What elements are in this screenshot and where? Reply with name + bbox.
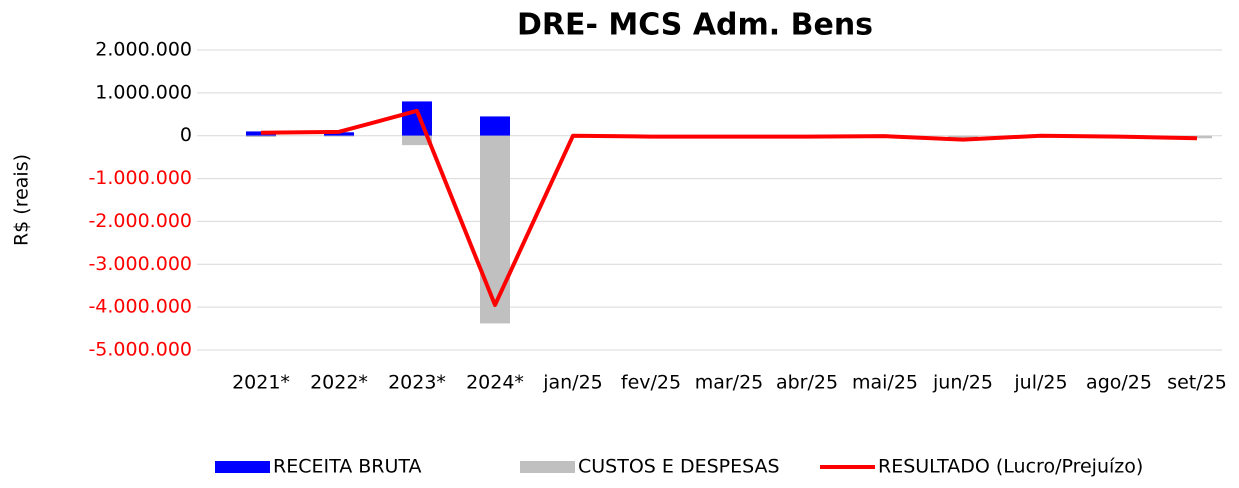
x-tick-label: 2023* <box>388 372 446 394</box>
x-tick-label: abr/25 <box>776 372 838 394</box>
legend-label: CUSTOS E DESPESAS <box>578 456 780 478</box>
chart-title: DRE- MCS Adm. Bens <box>517 8 873 43</box>
x-tick-label: 2021* <box>232 372 290 394</box>
x-tick-label: 2022* <box>310 372 368 394</box>
y-tick-label: 0 <box>180 124 192 146</box>
line <box>261 111 1197 305</box>
legend-swatch <box>215 461 270 473</box>
y-tick-label: -5.000.000 <box>88 339 192 361</box>
x-tick-label: jul/25 <box>1013 372 1067 394</box>
x-tick-label: jun/25 <box>932 372 993 394</box>
x-tick-label: set/25 <box>1167 372 1227 394</box>
bar <box>480 116 510 135</box>
bar <box>246 136 276 137</box>
legend-swatch <box>520 461 575 473</box>
bar <box>324 136 354 137</box>
y-tick-label: 1.000.000 <box>95 81 192 103</box>
x-tick-label: 2024* <box>466 372 524 394</box>
y-tick-label: -1.000.000 <box>88 167 192 189</box>
y-tick-label: -3.000.000 <box>88 253 192 275</box>
y-tick-label: -2.000.000 <box>88 210 192 232</box>
x-tick-label: mai/25 <box>852 372 918 394</box>
x-tick-label: mar/25 <box>695 372 764 394</box>
x-tick-label: ago/25 <box>1086 372 1152 394</box>
y-tick-label: -4.000.000 <box>88 296 192 318</box>
x-tick-label: fev/25 <box>621 372 681 394</box>
legend-label: RECEITA BRUTA <box>273 456 422 478</box>
bar <box>480 136 510 324</box>
bar <box>402 101 432 135</box>
y-tick-label: 2.000.000 <box>95 39 192 61</box>
y-axis-label: R$ (reais) <box>11 154 33 246</box>
legend-label: RESULTADO (Lucro/Prejuízo) <box>878 456 1143 478</box>
x-tick-label: jan/25 <box>542 372 603 394</box>
